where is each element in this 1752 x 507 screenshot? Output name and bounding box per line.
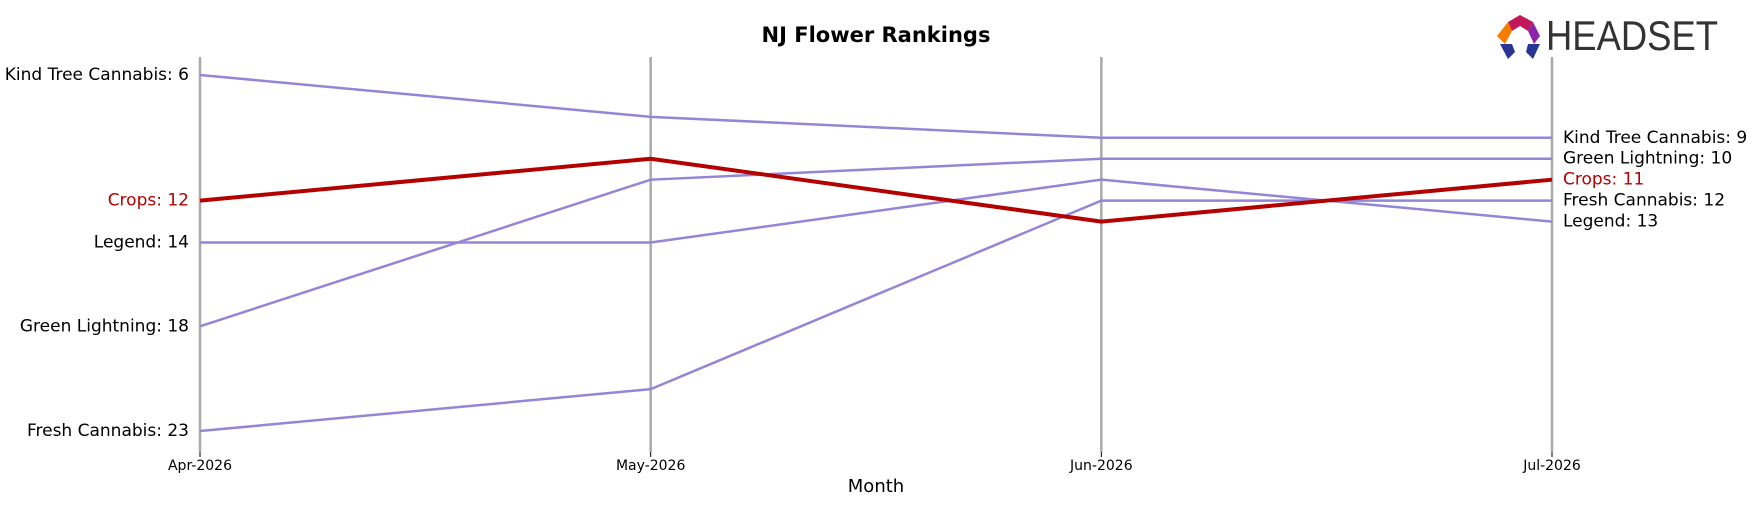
- end-label: Crops: 11: [1563, 170, 1644, 190]
- x-tick-label: Apr-2026: [168, 458, 232, 474]
- series-line: [199, 157, 1552, 328]
- end-label: Crops: 12: [108, 191, 189, 211]
- end-label: Fresh Cannabis: 12: [1563, 191, 1725, 211]
- end-label: Green Lightning: 18: [20, 316, 189, 336]
- end-label: Kind Tree Cannabis: 9: [1563, 128, 1747, 148]
- x-tick-label: Jul-2026: [1522, 458, 1581, 474]
- x-tick-label: Jun-2026: [1069, 458, 1133, 474]
- x-tick-label: May-2026: [616, 458, 685, 474]
- series-line: [199, 199, 1552, 433]
- end-label: Green Lightning: 10: [1563, 149, 1732, 169]
- end-label: Kind Tree Cannabis: 6: [5, 65, 189, 85]
- end-label: Legend: 13: [1563, 212, 1658, 232]
- end-label: Fresh Cannabis: 23: [27, 421, 189, 441]
- chart-title: NJ Flower Rankings: [762, 23, 991, 47]
- logo-icon: [1526, 44, 1540, 59]
- logo-text: HEADSET: [1546, 12, 1718, 59]
- series-line: [199, 156, 1553, 224]
- logo-icon: [1508, 15, 1533, 31]
- logo-icon: [1528, 22, 1540, 44]
- logo: HEADSET: [1497, 12, 1718, 59]
- end-label: Legend: 14: [94, 233, 189, 253]
- x-axis-label: Month: [848, 476, 904, 497]
- logo-icon: [1497, 22, 1512, 44]
- logo-icon: [1500, 44, 1515, 59]
- series-line: [199, 73, 1552, 140]
